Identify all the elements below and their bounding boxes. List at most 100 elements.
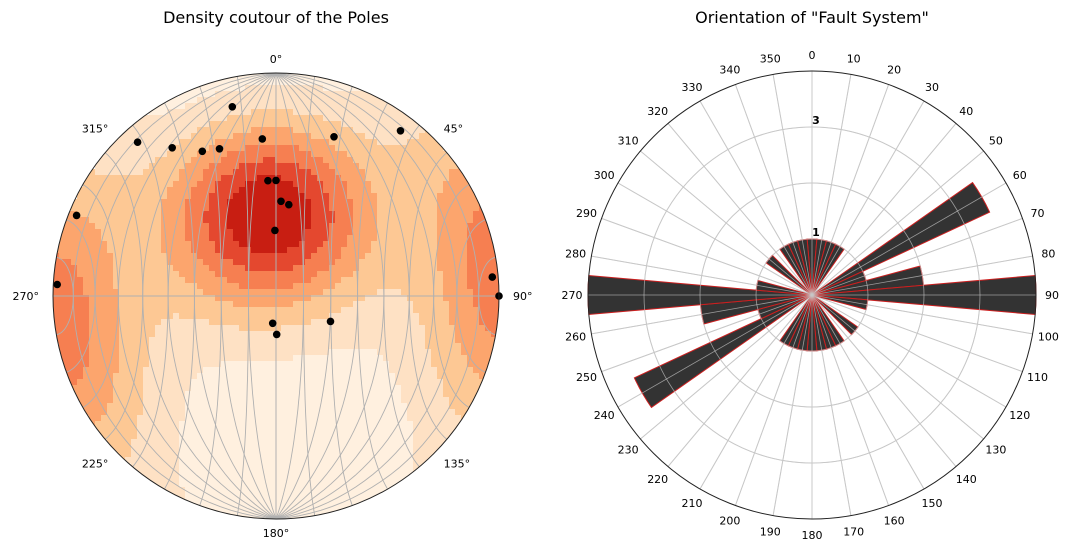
density-cell: [425, 163, 432, 170]
density-cell: [149, 265, 156, 272]
density-cell: [173, 103, 180, 110]
density-cell: [461, 325, 468, 332]
density-cell: [263, 421, 270, 428]
density-cell: [281, 451, 288, 458]
density-cell: [353, 253, 360, 260]
density-cell: [407, 439, 414, 446]
density-cell: [173, 145, 180, 152]
density-cell: [161, 187, 168, 194]
density-cell: [149, 355, 156, 362]
density-cell: [143, 367, 150, 374]
density-cell: [239, 367, 246, 374]
density-cell: [395, 319, 402, 326]
density-cell: [323, 265, 330, 272]
density-cell: [431, 355, 438, 362]
density-cell: [365, 115, 372, 122]
density-cell: [113, 277, 120, 284]
density-cell: [113, 187, 120, 194]
density-cell: [257, 337, 264, 344]
density-cell: [197, 211, 204, 218]
density-cell: [437, 151, 444, 158]
density-cell: [383, 127, 390, 134]
density-cell: [299, 283, 306, 290]
density-cell: [281, 121, 288, 128]
density-cell: [467, 373, 474, 380]
density-cell: [413, 457, 420, 464]
density-cell: [389, 217, 396, 224]
density-cell: [323, 259, 330, 266]
density-cell: [143, 259, 150, 266]
density-cell: [155, 229, 162, 236]
density-cell: [203, 175, 210, 182]
density-cell: [179, 271, 186, 278]
density-cell: [245, 73, 252, 80]
density-cell: [383, 139, 390, 146]
density-cell: [233, 331, 240, 338]
density-cell: [245, 397, 252, 404]
density-cell: [119, 391, 126, 398]
density-cell: [287, 163, 294, 170]
density-cell: [251, 205, 258, 212]
density-cell: [323, 313, 330, 320]
density-cell: [335, 223, 342, 230]
density-cell: [257, 175, 264, 182]
density-cell: [323, 457, 330, 464]
density-cell: [53, 313, 60, 320]
density-cell: [83, 325, 90, 332]
density-cell: [299, 295, 306, 302]
density-cell: [371, 121, 378, 128]
density-cell: [155, 181, 162, 188]
density-cell: [179, 307, 186, 314]
density-cell: [323, 295, 330, 302]
density-cell: [281, 463, 288, 470]
density-cell: [335, 385, 342, 392]
density-cell: [221, 205, 228, 212]
density-cell: [443, 355, 450, 362]
density-cell: [101, 163, 108, 170]
density-cell: [383, 463, 390, 470]
density-cell: [311, 265, 318, 272]
density-cell: [431, 163, 438, 170]
density-cell: [299, 457, 306, 464]
density-cell: [137, 283, 144, 290]
density-cell: [227, 163, 234, 170]
density-cell: [161, 385, 168, 392]
density-cell: [101, 349, 108, 356]
density-cell: [137, 451, 144, 458]
density-cell: [293, 319, 300, 326]
density-cell: [281, 139, 288, 146]
density-cell: [221, 295, 228, 302]
density-cell: [293, 265, 300, 272]
density-cell: [233, 217, 240, 224]
density-cell: [401, 157, 408, 164]
density-cell: [317, 487, 324, 494]
density-cell: [395, 151, 402, 158]
density-cell: [137, 211, 144, 218]
density-cell: [149, 241, 156, 248]
density-cell: [401, 355, 408, 362]
density-cell: [353, 97, 360, 104]
density-cell: [215, 403, 222, 410]
density-cell: [461, 187, 468, 194]
density-cell: [197, 343, 204, 350]
density-cell: [149, 187, 156, 194]
density-cell: [89, 403, 96, 410]
density-cell: [245, 175, 252, 182]
density-cell: [227, 385, 234, 392]
density-cell: [389, 265, 396, 272]
density-cell: [419, 145, 426, 152]
density-cell: [215, 175, 222, 182]
density-cell: [119, 451, 126, 458]
density-cell: [245, 445, 252, 452]
density-cell: [377, 241, 384, 248]
density-cell: [347, 415, 354, 422]
density-cell: [203, 475, 210, 482]
density-cell: [83, 409, 90, 416]
density-cell: [473, 199, 480, 206]
density-cell: [419, 271, 426, 278]
density-cell: [275, 223, 282, 230]
density-cell: [383, 445, 390, 452]
pole-point: [215, 145, 224, 153]
density-cell: [413, 163, 420, 170]
density-cell: [377, 469, 384, 476]
